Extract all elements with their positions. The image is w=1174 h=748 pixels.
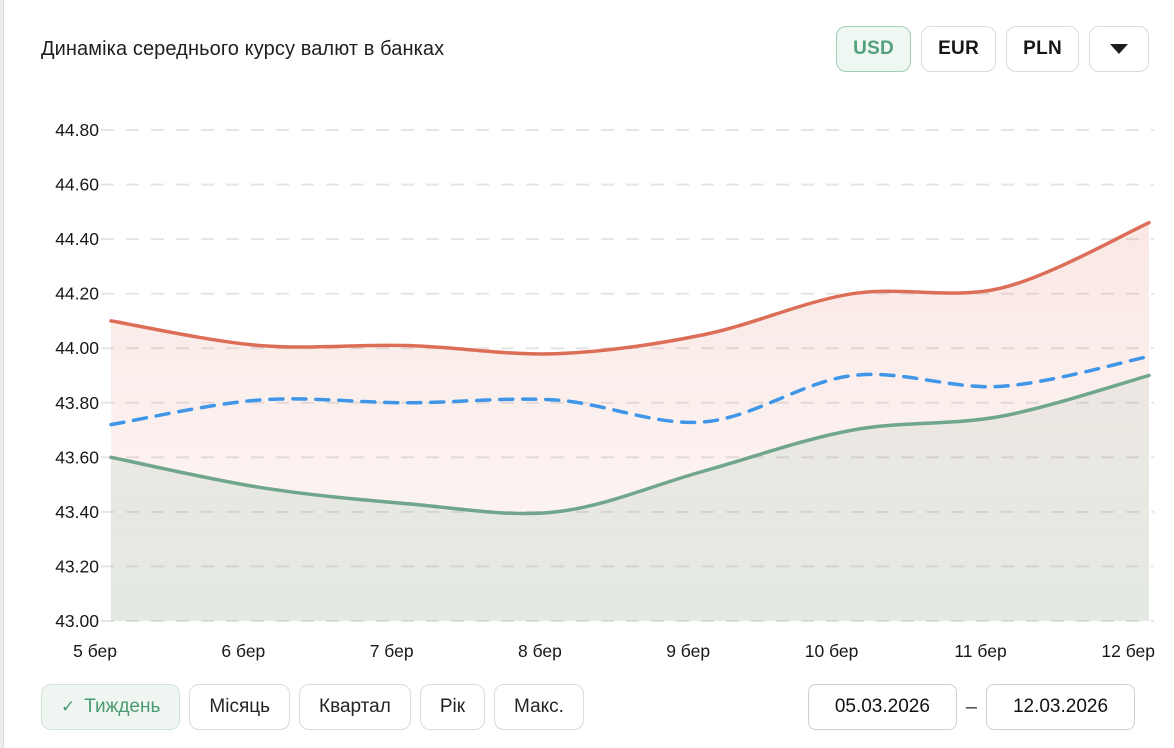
svg-text:43.40: 43.40 bbox=[55, 502, 99, 522]
svg-text:11 бер: 11 бер bbox=[954, 641, 1006, 661]
date-range-separator: – bbox=[965, 695, 977, 718]
period-max-button[interactable]: Макс. bbox=[494, 684, 584, 730]
exchange-rate-card: Динаміка середнього курсу валют в банках… bbox=[3, 0, 1174, 748]
date-from-input[interactable] bbox=[807, 684, 957, 730]
rate-chart: 44.80 44.60 44.40 44.20 44.00 43.80 43.60 43.40… bbox=[4, 98, 1174, 670]
svg-text:8 бер: 8 бер bbox=[518, 641, 562, 661]
card-header: Динаміка середнього курсу валют в банках… bbox=[41, 26, 1149, 72]
svg-text:12 бер: 12 бер bbox=[1101, 641, 1155, 661]
svg-text:9 бер: 9 бер bbox=[666, 641, 710, 661]
svg-text:44.80: 44.80 bbox=[55, 120, 99, 140]
period-month-button[interactable]: Місяць bbox=[189, 684, 291, 730]
svg-text:43.00: 43.00 bbox=[55, 611, 99, 631]
svg-text:7 бер: 7 бер bbox=[370, 641, 414, 661]
svg-text:44.00: 44.00 bbox=[55, 338, 99, 358]
currency-switcher: USD EUR PLN bbox=[836, 26, 1149, 72]
card-footer: ✓ Тиждень Місяць Квартал Рік Макс. – bbox=[41, 684, 1149, 730]
currency-pln-button[interactable]: PLN bbox=[1006, 26, 1079, 72]
period-week-button[interactable]: ✓ Тиждень bbox=[41, 684, 181, 730]
currency-usd-button[interactable]: USD bbox=[836, 26, 912, 72]
period-year-button[interactable]: Рік bbox=[419, 684, 486, 730]
svg-text:43.20: 43.20 bbox=[55, 556, 99, 576]
period-switcher: ✓ Тиждень Місяць Квартал Рік Макс. bbox=[41, 684, 584, 730]
svg-text:44.20: 44.20 bbox=[55, 284, 99, 304]
period-quarter-button[interactable]: Квартал bbox=[299, 684, 411, 730]
svg-text:44.40: 44.40 bbox=[55, 229, 99, 249]
date-to-input[interactable] bbox=[986, 684, 1135, 730]
check-icon: ✓ bbox=[61, 697, 76, 716]
svg-text:6 бер: 6 бер bbox=[221, 641, 265, 661]
chevron-down-icon bbox=[1110, 44, 1128, 54]
svg-text:43.60: 43.60 bbox=[55, 447, 99, 467]
svg-text:44.60: 44.60 bbox=[55, 175, 99, 195]
date-range: – bbox=[807, 684, 1135, 730]
currency-eur-button[interactable]: EUR bbox=[921, 26, 997, 72]
period-week-label: Тиждень bbox=[84, 696, 161, 717]
svg-text:10 бер: 10 бер bbox=[805, 641, 859, 661]
chart-title: Динаміка середнього курсу валют в банках bbox=[41, 37, 445, 60]
currency-dropdown-button[interactable] bbox=[1089, 26, 1149, 72]
svg-text:5 бер: 5 бер bbox=[73, 641, 117, 661]
svg-text:43.80: 43.80 bbox=[55, 393, 99, 413]
rate-chart-svg: 44.80 44.60 44.40 44.20 44.00 43.80 43.60 43.40… bbox=[55, 120, 1155, 661]
